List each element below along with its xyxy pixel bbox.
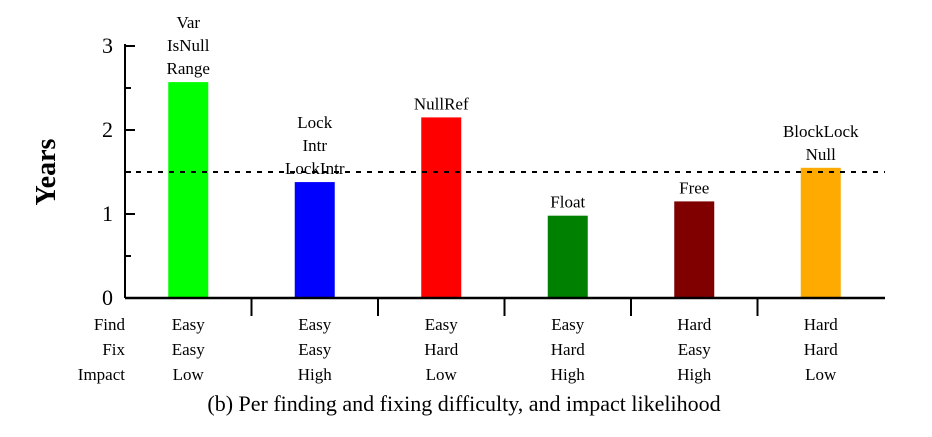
category-label-4-1: Easy: [678, 340, 712, 359]
bar-label-2-0: NullRef: [414, 94, 469, 113]
category-label-4-2: High: [677, 365, 712, 384]
category-label-5-2: Low: [805, 365, 837, 384]
y-tick-label-2: 2: [102, 117, 113, 142]
bar-label-1-1: Intr: [302, 136, 327, 155]
bar-label-3-0: Float: [550, 193, 585, 212]
y-tick-label-1: 1: [102, 201, 113, 226]
category-label-2-1: Hard: [424, 340, 458, 359]
bar-label-0-2: Range: [167, 59, 210, 78]
category-label-1-2: High: [298, 365, 333, 384]
category-label-5-1: Hard: [804, 340, 838, 359]
bar-4: [674, 201, 715, 298]
chart-caption: (b) Per finding and fixing difficulty, a…: [207, 391, 720, 416]
y-tick-label-0: 0: [102, 285, 113, 310]
row-label-impact: Impact: [78, 365, 125, 384]
category-label-0-2: Low: [173, 365, 205, 384]
bar-label-5-1: Null: [806, 145, 837, 164]
category-label-3-0: Easy: [551, 315, 585, 334]
category-label-3-2: High: [551, 365, 586, 384]
row-label-find: Find: [94, 315, 126, 334]
bar-1: [294, 182, 335, 298]
category-label-2-0: Easy: [425, 315, 459, 334]
bar-3: [547, 215, 588, 298]
category-label-4-0: Hard: [677, 315, 711, 334]
bar-label-4-0: Free: [679, 178, 709, 197]
bar-label-5-0: BlockLock: [783, 122, 859, 141]
category-label-0-0: Easy: [172, 315, 206, 334]
category-label-5-0: Hard: [804, 315, 838, 334]
category-label-1-1: Easy: [298, 340, 332, 359]
category-label-0-1: Easy: [172, 340, 206, 359]
bar-5: [800, 167, 841, 298]
bar-label-0-1: IsNull: [167, 36, 210, 55]
bar-label-1-2: LockIntr: [285, 159, 345, 178]
y-axis-label: Years: [31, 138, 62, 205]
bar-label-0-0: Var: [176, 13, 200, 32]
bar-0: [168, 82, 209, 299]
bar-label-1-0: Lock: [297, 113, 332, 132]
y-tick-label-3: 3: [102, 33, 113, 58]
category-label-3-1: Hard: [551, 340, 585, 359]
row-label-fix: Fix: [102, 340, 125, 359]
bar-2: [421, 117, 462, 299]
category-label-2-2: Low: [426, 365, 458, 384]
category-label-1-0: Easy: [298, 315, 332, 334]
